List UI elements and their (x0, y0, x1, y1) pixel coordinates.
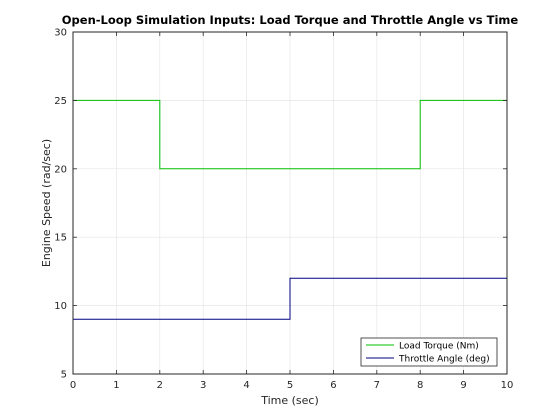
y-tick-label: 5 (61, 370, 67, 381)
legend-label-throttle-angle: Throttle Angle (deg) (398, 355, 490, 365)
series-line-throttle-angle (73, 277, 507, 320)
x-tick-label: 7 (374, 380, 380, 391)
ticks (72, 31, 508, 375)
y-tick-label: 10 (54, 301, 67, 312)
x-tick-label: 10 (501, 380, 514, 391)
x-tick-label: 9 (460, 380, 466, 391)
x-tick-label: 6 (330, 380, 336, 391)
series-layer (73, 99, 507, 320)
legend: Load Torque (Nm) Throttle Angle (deg) (360, 337, 498, 367)
x-tick-label: 4 (243, 380, 249, 391)
x-tick-label: 5 (287, 380, 293, 391)
y-tick-label: 20 (54, 164, 67, 175)
y-tick-label: 15 (54, 233, 67, 244)
y-tick-label: 25 (54, 96, 67, 107)
legend-label-load-torque: Load Torque (Nm) (399, 342, 479, 352)
series-line-load-torque (73, 99, 507, 170)
x-axis-label: Time (sec) (260, 394, 319, 407)
y-tick-label: 30 (54, 28, 67, 39)
legend-box (360, 337, 498, 367)
y-axis-label: Engine Speed (rad/sec) (40, 139, 53, 267)
chart-title: Open-Loop Simulation Inputs: Load Torque… (62, 13, 519, 27)
x-tick-label: 0 (70, 380, 76, 391)
x-tick-label: 3 (200, 380, 206, 391)
x-tick-label: 2 (157, 380, 163, 391)
tick-labels: 0 1 2 3 4 5 6 7 8 9 10 5 10 15 20 25 30 (54, 28, 513, 392)
x-tick-label: 1 (113, 380, 119, 391)
x-tick-label: 8 (417, 380, 423, 391)
